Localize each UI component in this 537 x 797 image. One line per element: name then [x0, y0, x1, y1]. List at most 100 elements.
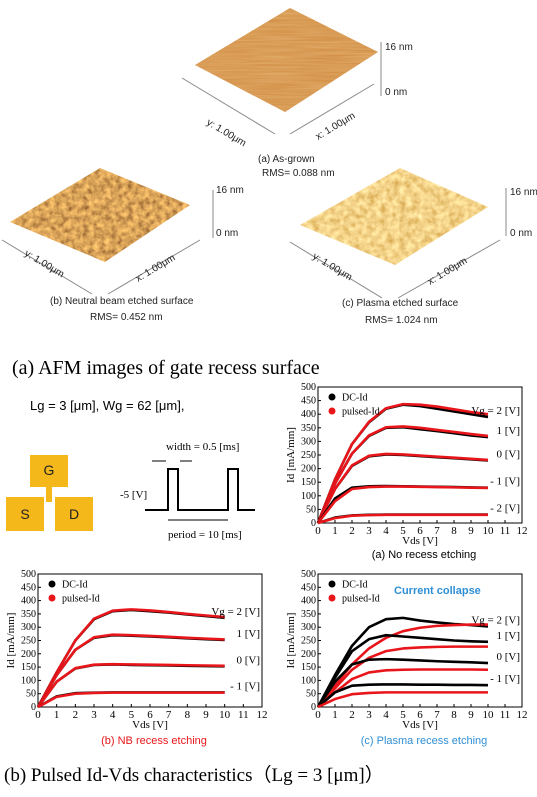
x-tick-label: 12: [257, 709, 268, 721]
y-tick-label: 350: [21, 609, 36, 620]
x-tick-label: 9: [203, 709, 209, 721]
x-tick-label: 4: [383, 709, 389, 721]
curve-label: 0 [V]: [496, 651, 520, 663]
x-axis-label: Vds [V]: [132, 719, 168, 731]
axis-label: x: 1.00μm: [134, 252, 177, 284]
curve-label: - 2 [V]: [490, 503, 520, 515]
x-axis-label: Vds [V]: [402, 535, 438, 547]
legend-marker: [329, 595, 336, 602]
y-tick-label: 50: [306, 504, 316, 515]
x-tick-label: 2: [73, 709, 79, 721]
afm-surface: [300, 168, 488, 265]
y-tick-label: 450: [21, 582, 36, 593]
series-line: [38, 664, 225, 707]
x-tick-label: 0: [35, 709, 41, 721]
z-label: 16 nm: [216, 185, 244, 196]
chart-caption: (a) No recess etching: [372, 549, 477, 561]
afm-images: 16 nm 0 nm y: 1.00μm x: 1.00μm (a) As-gr…: [2, 8, 537, 326]
x-tick-label: 4: [383, 525, 389, 537]
legend-marker: [49, 595, 56, 602]
y-tick-label: 100: [301, 675, 316, 686]
x-axis-label: Vds [V]: [402, 719, 438, 731]
x-tick-label: 11: [238, 709, 249, 721]
axis-label: x: 1.00μm: [314, 110, 357, 142]
y-tick-label: 350: [301, 423, 316, 434]
curve-label: - 1 [V]: [490, 476, 520, 488]
afm-texture: [195, 8, 378, 112]
series-line: [318, 404, 488, 523]
axis-label: y: 1.00μm: [204, 117, 247, 149]
x-tick-label: 12: [517, 709, 528, 721]
legend-label: DC-Id: [342, 580, 368, 591]
x-tick-label: 10: [219, 709, 231, 721]
chart: 0501001502002503003504004505000123456789…: [5, 569, 268, 747]
panel-caption: (a) As-grown: [258, 154, 315, 165]
z-label: 16 nm: [510, 187, 537, 198]
series-line: [38, 664, 225, 707]
rms: RMS= 0.088 nm: [262, 168, 335, 179]
y-tick-label: 200: [301, 464, 316, 475]
pad-label: D: [69, 506, 79, 522]
legend-marker: [49, 581, 56, 588]
z-label: 0 nm: [510, 228, 532, 239]
y-tick-label: 250: [301, 636, 316, 647]
legend-label: pulsed-Id: [342, 594, 380, 605]
z-label: 0 nm: [385, 87, 407, 98]
y-tick-label: 300: [301, 436, 316, 447]
y-tick-label: 350: [301, 609, 316, 620]
annotation: Current collapse: [394, 585, 481, 597]
series-line: [318, 426, 488, 523]
y-tick-label: 500: [301, 382, 316, 393]
y-tick-label: 500: [21, 569, 36, 580]
y-tick-label: 200: [301, 649, 316, 660]
afm-surface: [10, 168, 190, 262]
pad-label: S: [20, 506, 29, 522]
x-tick-label: 3: [91, 709, 97, 721]
axis-label: y: 1.00μm: [310, 251, 353, 283]
curve-label: 1 [V]: [496, 425, 520, 437]
y-tick-label: 250: [21, 636, 36, 647]
x-tick-label: 10: [483, 709, 495, 721]
pad-label: G: [44, 462, 55, 478]
x-tick-label: 3: [366, 525, 372, 537]
rms: RMS= 1.024 nm: [365, 315, 438, 326]
x-tick-label: 3: [366, 709, 372, 721]
figure-caption: (b) Pulsed Id-Vds characteristics（Lg = 3…: [4, 764, 384, 786]
curve-label: Vg = 2 [V]: [471, 405, 520, 417]
y-axis-label: Id [mA/mm]: [285, 613, 297, 669]
y-axis-label: Id [mA/mm]: [5, 613, 17, 669]
chart-caption: (c) Plasma recess etching: [361, 735, 488, 747]
y-tick-label: 300: [21, 622, 36, 633]
curve-label: Vg = 2 [V]: [471, 614, 520, 626]
curve-label: 0 [V]: [236, 654, 260, 666]
device-dims: Lg = 3 [μm], Wg = 62 [μm],: [30, 398, 184, 413]
curve-label: 1 [V]: [236, 628, 260, 640]
z-label: 0 nm: [216, 228, 238, 239]
axis-label: y: 1.00μm: [22, 248, 65, 280]
y-tick-label: 300: [301, 622, 316, 633]
legend-label: DC-Id: [62, 580, 88, 591]
y-tick-label: 100: [301, 491, 316, 502]
chart-caption: (b) NB recess etching: [101, 735, 207, 747]
x-tick-label: 8: [451, 709, 457, 721]
device: G S D: [6, 455, 93, 531]
legend-marker: [329, 394, 336, 401]
x-tick-label: 4: [110, 709, 116, 721]
x-tick-label: 1: [332, 525, 338, 537]
panel-caption: (b) Neutral beam etched surface: [50, 296, 194, 307]
y-tick-label: 450: [301, 396, 316, 407]
curve-label: - 1 [V]: [490, 673, 520, 685]
axis-label: x: 1.00μm: [426, 255, 469, 287]
x-tick-label: 9: [468, 709, 474, 721]
y-tick-label: 200: [21, 649, 36, 660]
y-tick-label: 400: [21, 596, 36, 607]
x-tick-label: 2: [349, 709, 355, 721]
x-tick-label: 8: [185, 709, 191, 721]
y-tick-label: 400: [301, 596, 316, 607]
x-tick-label: 8: [451, 525, 457, 537]
curve-label: 1 [V]: [496, 630, 520, 642]
pulse-label: width = 0.5 [ms]: [166, 441, 239, 453]
y-tick-label: 50: [26, 689, 36, 700]
section-title: (a) AFM images of gate recess surface: [12, 357, 320, 379]
